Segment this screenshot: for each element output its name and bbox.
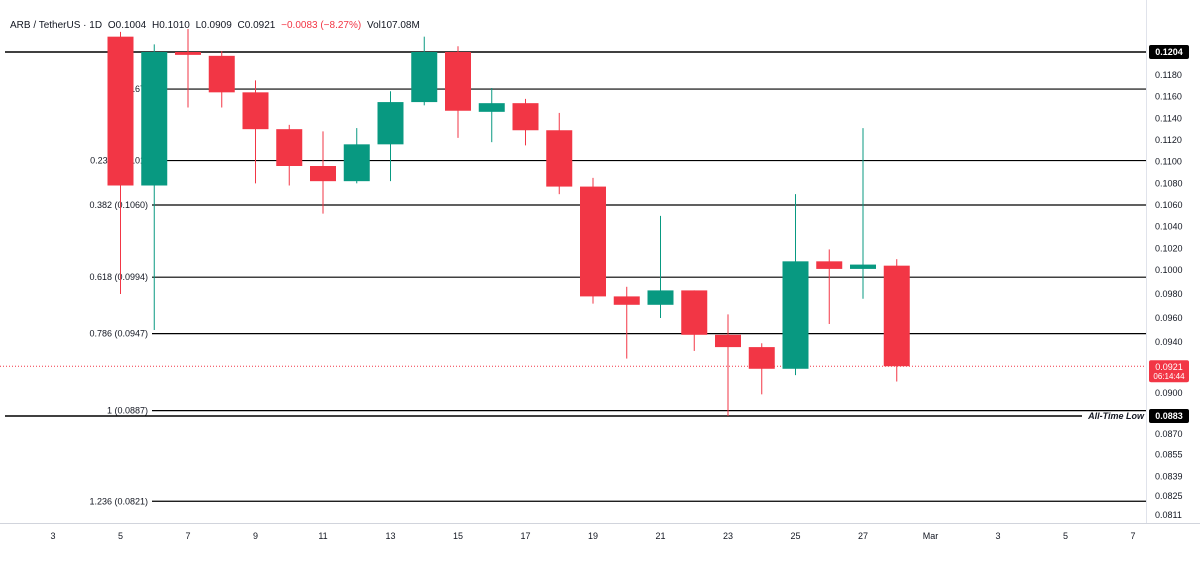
change-value: −0.0083 (−8.27%) (281, 20, 362, 31)
time-axis-label: 9 (253, 531, 258, 541)
fib-level-label: 1.236 (0.0821) (89, 496, 148, 506)
candle-down (748, 347, 775, 369)
candle-down (107, 36, 134, 186)
all-time-low-tag: 0.0883 (1155, 411, 1183, 421)
time-axis-label: 7 (1130, 531, 1135, 541)
resistance-tag-bg (1149, 45, 1189, 59)
candle-down (512, 103, 539, 131)
resistance-tag: 0.1204 (1155, 47, 1183, 57)
current-price-tag: 0.0921 (1155, 362, 1183, 372)
candle-down (816, 261, 843, 269)
time-axis-label: 25 (790, 531, 800, 541)
candle-up (411, 52, 438, 103)
price-axis-label: 0.1040 (1155, 222, 1183, 232)
time-axis-label: 27 (858, 531, 868, 541)
candle-up (141, 52, 168, 186)
time-axis-label: 3 (995, 531, 1000, 541)
price-axis-label: 0.1060 (1155, 200, 1183, 210)
candle-down (613, 296, 640, 305)
time-axis-label: 7 (185, 531, 190, 541)
time-axis-label: 23 (723, 531, 733, 541)
high-value: H0.1010 (152, 20, 190, 31)
volume-value: Vol107.08M (366, 20, 420, 31)
candle-up (478, 103, 505, 112)
time-axis-label: Mar (923, 531, 939, 541)
time-axis-label: 5 (118, 531, 123, 541)
time-axis-label: 5 (1063, 531, 1068, 541)
all-time-low-tag-bg (1149, 409, 1189, 423)
price-axis-label: 0.0960 (1155, 313, 1183, 323)
fib-level-label: 0.618 (0.0994) (89, 272, 148, 282)
candle-down (208, 55, 235, 93)
fib-level-label: 0.786 (0.0947) (89, 329, 148, 339)
time-axis-label: 19 (588, 531, 598, 541)
candle-down (681, 290, 708, 335)
all-time-low-annotation: All-Time Low (1087, 411, 1145, 421)
close-value: C0.0921 (237, 20, 276, 31)
price-axis-label: 0.0825 (1155, 491, 1183, 501)
candle-down (715, 334, 741, 348)
countdown-tag: 06:14:44 (1153, 372, 1185, 381)
candle-down (580, 186, 606, 297)
time-axis-label: 3 (50, 531, 55, 541)
price-axis-label: 0.0811 (1155, 510, 1182, 520)
price-axis-label: 0.0940 (1155, 337, 1183, 347)
candle-down (175, 52, 201, 55)
time-axis-label: 21 (655, 531, 665, 541)
candle-down (310, 166, 336, 182)
candle-up (343, 144, 370, 182)
time-axis-label: 11 (318, 531, 327, 541)
price-axis-label: 0.1180 (1155, 70, 1182, 80)
fib-level-label: 1 (0.0887) (107, 406, 148, 416)
price-axis-label: 0.1000 (1155, 265, 1183, 275)
price-axis-label: 0.1080 (1155, 178, 1183, 188)
current-price-tag-bg (1149, 360, 1189, 383)
time-axis-label: 13 (385, 531, 395, 541)
candle-up (850, 264, 876, 269)
time-axis-label: 15 (453, 531, 463, 541)
price-axis-label: 0.0870 (1155, 429, 1183, 439)
candle-down (242, 92, 269, 130)
candle-up (377, 102, 404, 145)
price-axis-label: 0.1100 (1155, 157, 1182, 167)
price-axis-label: 0.0980 (1155, 289, 1183, 299)
price-axis-label: 0.1020 (1155, 243, 1183, 253)
candle-down (883, 265, 910, 367)
candle-down (546, 130, 573, 187)
symbol-header: ARB / TetherUS · 1D O0.1004 H0.1010 L0.0… (10, 20, 423, 31)
candle-down (276, 129, 303, 166)
symbol-label[interactable]: ARB / TetherUS · 1D (10, 20, 103, 31)
time-axis-label: 17 (520, 531, 530, 541)
price-axis-label: 0.0839 (1155, 472, 1183, 482)
open-value: O0.1004 (107, 20, 147, 31)
candle-up (782, 261, 809, 369)
price-axis-label: 0.1120 (1155, 135, 1182, 145)
low-value: L0.0909 (195, 20, 232, 31)
price-axis-label: 0.1160 (1155, 92, 1182, 102)
candle-down (445, 52, 471, 111)
price-axis-label: 0.0900 (1155, 388, 1183, 398)
candle-up (647, 290, 674, 305)
price-axis-label: 0.0855 (1155, 450, 1183, 460)
fib-level-label: 0.382 (0.1060) (89, 200, 148, 210)
price-axis-label: 0.1140 (1155, 113, 1182, 123)
